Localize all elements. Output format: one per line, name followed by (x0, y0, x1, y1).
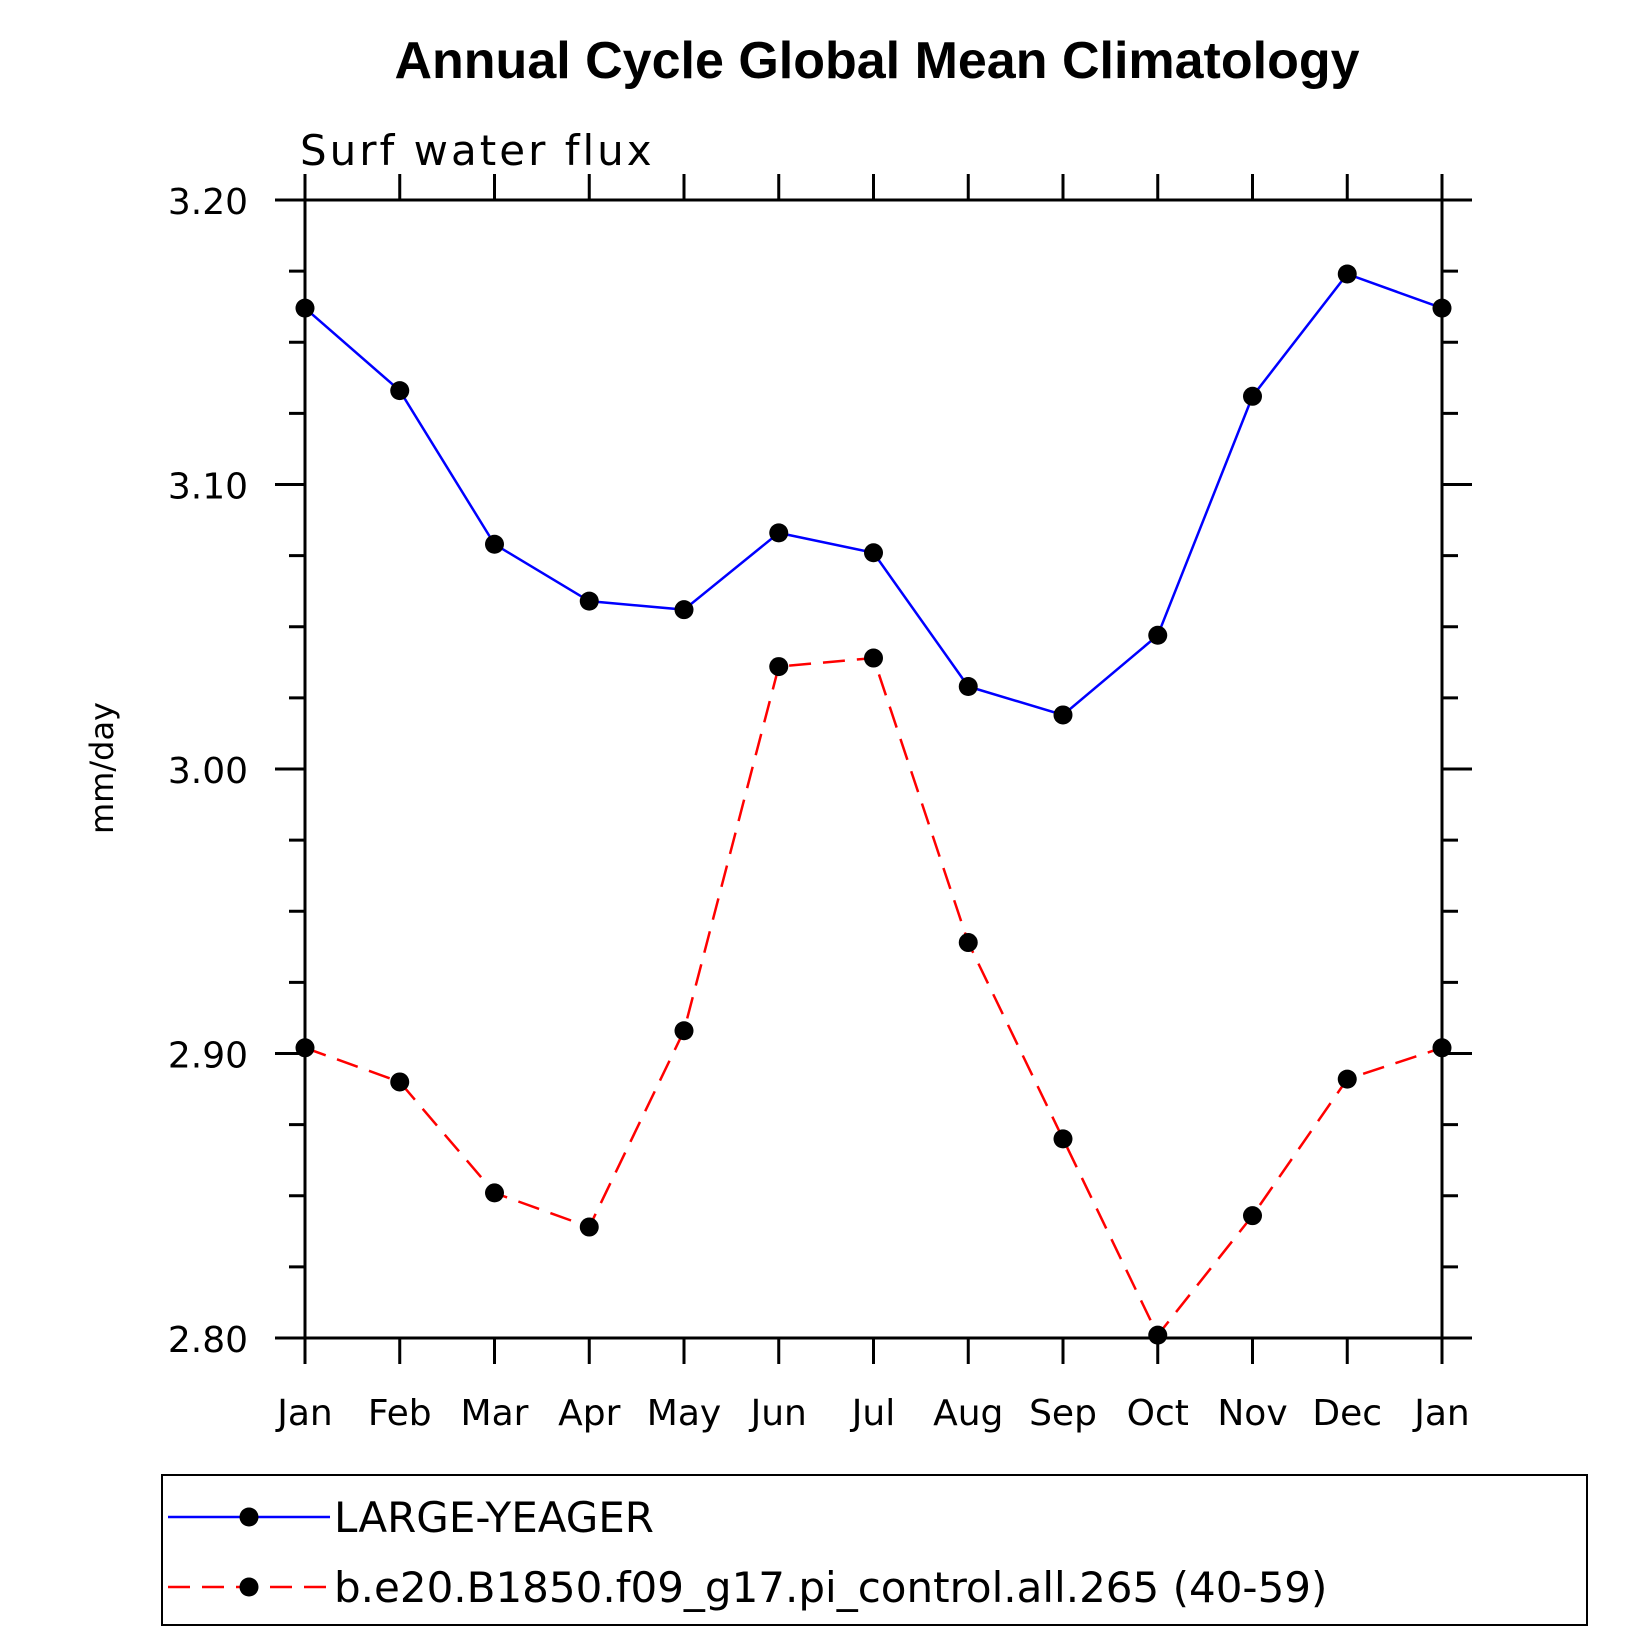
legend: LARGE-YEAGER b.e20.B1850.f09_g17.pi_contr… (161, 1474, 1588, 1626)
series-0-point (1432, 298, 1452, 318)
series-0-point (674, 600, 694, 620)
series-0-point (295, 298, 315, 318)
x-tick-label: Aug (933, 1393, 1003, 1434)
x-tick-label: Jul (850, 1393, 895, 1434)
series-1-point (1243, 1206, 1262, 1226)
series-0-point (390, 381, 410, 401)
x-tick-label: Feb (368, 1393, 432, 1434)
series-0-point (485, 534, 504, 554)
chart-title: Annual Cycle Global Mean Climatology (394, 32, 1359, 90)
series-0-point (864, 543, 883, 563)
y-tick-label: 3.10 (168, 467, 248, 508)
series-1-point (1053, 1129, 1073, 1149)
series-0-point (958, 676, 978, 696)
series-1-point (864, 648, 883, 668)
series-1-point (1337, 1069, 1357, 1089)
series-1-point (295, 1038, 315, 1058)
x-tick-label: Nov (1217, 1393, 1287, 1434)
series-0-point (769, 523, 789, 543)
x-tick-label: Apr (558, 1393, 620, 1434)
y-tick-label: 2.90 (168, 1036, 248, 1077)
series-1-point (1148, 1325, 1168, 1345)
x-tick-label: Jan (1412, 1393, 1470, 1434)
legend-swatch-marker-0 (239, 1507, 259, 1527)
legend-box (161, 1474, 1588, 1626)
y-tick-label: 3.20 (168, 182, 248, 223)
x-tick-label: Jan (275, 1393, 333, 1434)
x-tick-label: Dec (1312, 1393, 1382, 1434)
x-tick-label: May (647, 1393, 721, 1434)
y-tick-label: 2.80 (168, 1320, 248, 1361)
series-1-point (579, 1217, 599, 1237)
series-0-point (1337, 264, 1357, 284)
legend-swatch-marker-1 (239, 1577, 259, 1597)
series-line-1 (304, 656, 1443, 1338)
series-0-point (579, 591, 599, 611)
y-tick-label: 3.00 (168, 751, 248, 792)
series-1-point (958, 933, 978, 953)
x-tick-label: Mar (461, 1393, 529, 1434)
series-1-point (1432, 1038, 1452, 1058)
x-tick-label: Jun (749, 1393, 807, 1434)
y-axis-label: mm/day (83, 702, 121, 834)
legend-entry-label: b.e20.B1850.f09_g17.pi_control.all.265 (… (334, 1563, 1327, 1612)
series-1-point (769, 657, 789, 677)
legend-entry-label: LARGE-YEAGER (334, 1493, 654, 1542)
plot-area: Jan Feb Mar Apr May Jun Jul Aug Sep Oct Nov Dec Jan 2… (168, 174, 1472, 1434)
chart-subtitle: Surf water flux (300, 126, 655, 175)
series-1-point (674, 1021, 694, 1041)
series-1-point (390, 1072, 410, 1092)
x-tick-label: Sep (1029, 1393, 1097, 1434)
x-tick-label: Oct (1127, 1393, 1189, 1434)
series-1-point (485, 1183, 504, 1203)
series-0-point (1053, 705, 1073, 725)
series-0-point (1148, 625, 1168, 645)
series-0-point (1243, 386, 1262, 406)
